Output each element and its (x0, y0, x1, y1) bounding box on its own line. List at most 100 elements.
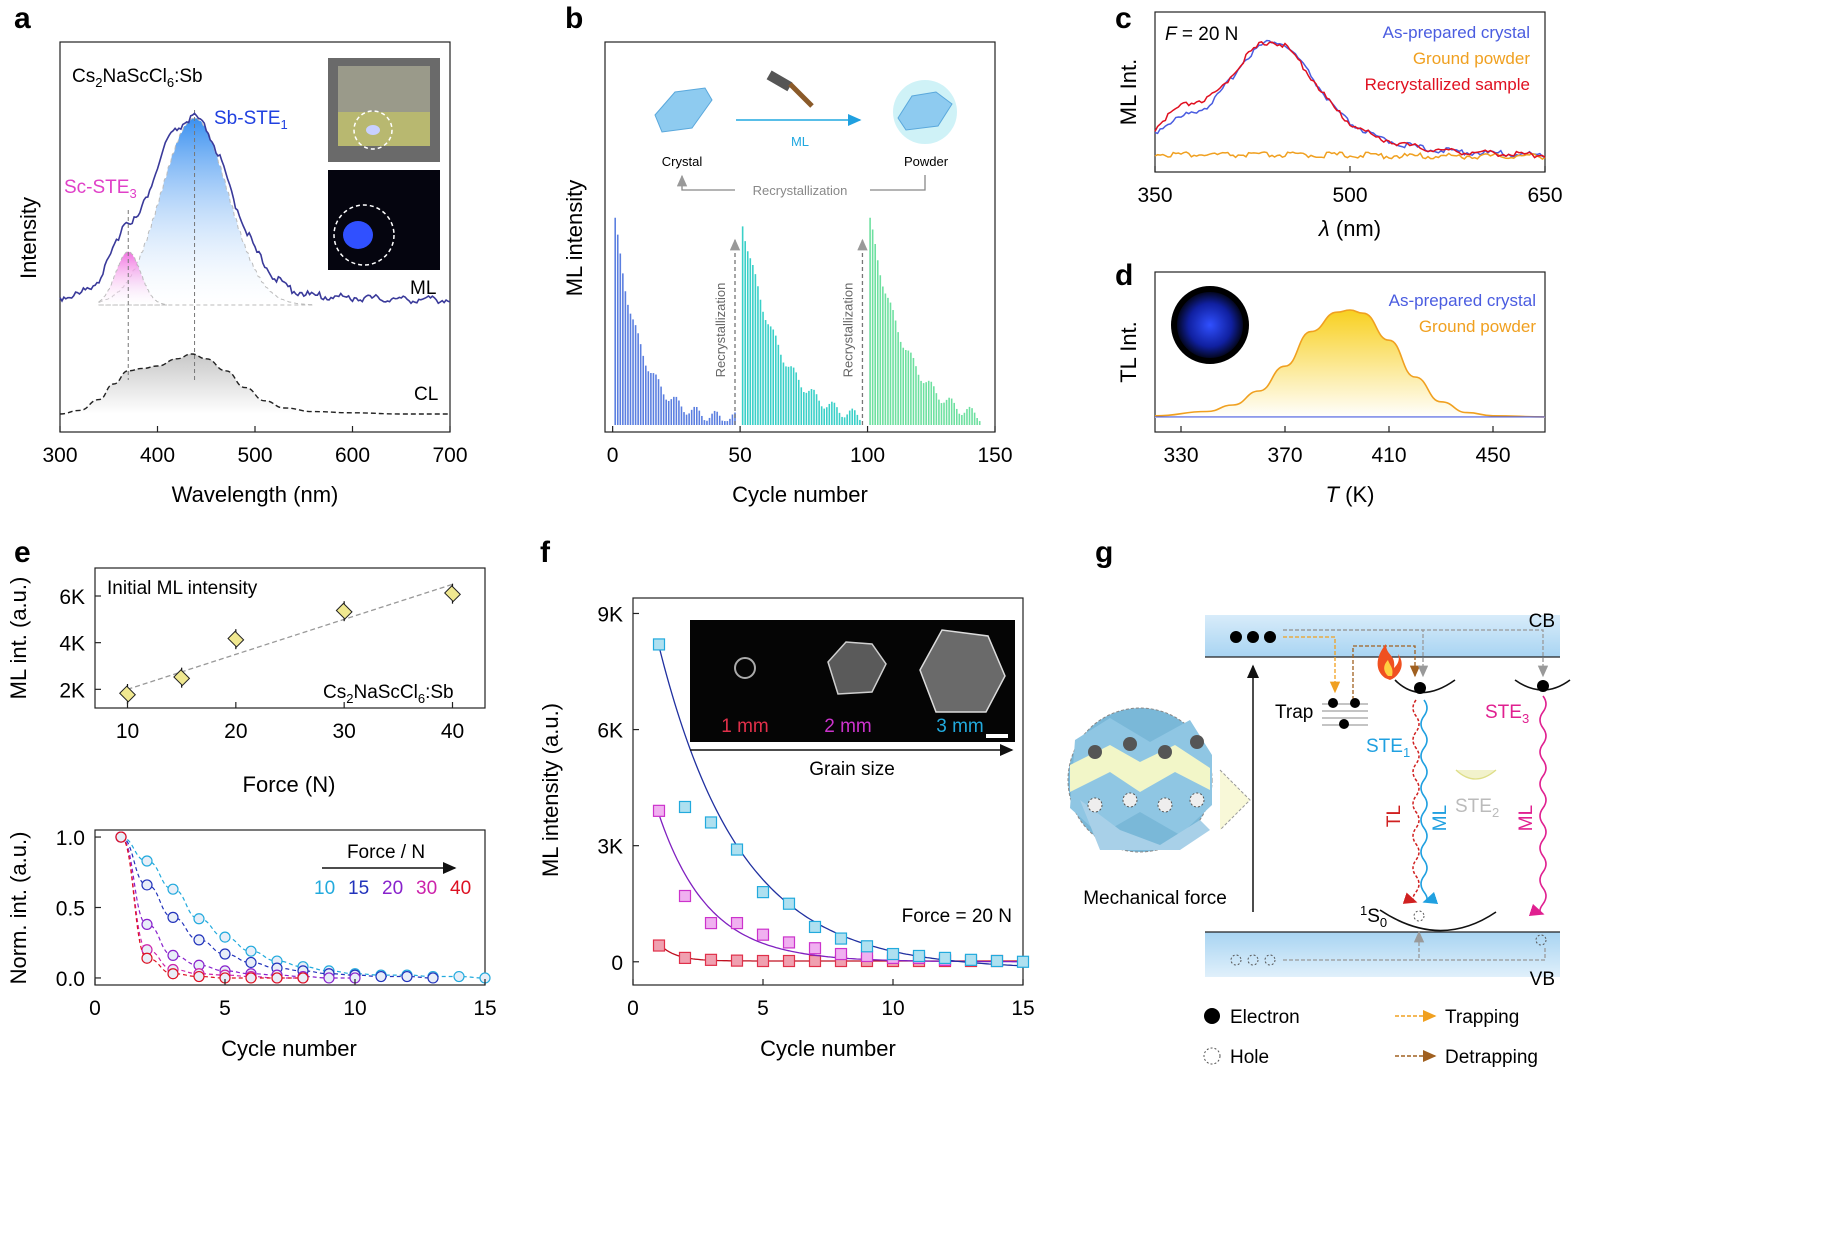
b-x-axis-label: Cycle number (732, 482, 868, 507)
e-bottom-y-axis-label: Norm. int. (a.u.) (6, 832, 31, 985)
g-hole-2 (1247, 954, 1259, 966)
e-bottom-tick-label-5: 5 (219, 997, 231, 1020)
b-recry-arrow-left (676, 174, 735, 191)
e-top-points: 10 20 30 40 2K 4K 6K (59, 583, 464, 743)
e-bottom-legend-20: 20 (382, 878, 403, 899)
g-vb-hole-4 (1535, 934, 1547, 946)
g-legend-hole: Hole (1230, 1047, 1269, 1068)
panel-label-c: c (1115, 2, 1132, 35)
e-bottom-legend-title: Force / N (347, 842, 425, 863)
e-bottom-legend-15: 15 (348, 878, 369, 899)
f-point-2-8 (834, 932, 848, 945)
f-point-1-3 (704, 916, 718, 930)
a-line-ml (59, 112, 451, 305)
e-top-compound: Cs2NaScCl6:Sb (323, 682, 454, 706)
a-fill-sc-ste3 (98, 251, 168, 306)
f-scale-bar (986, 734, 1008, 738)
f-point-1-4 (730, 916, 744, 930)
d-legend: As-prepared crystal Ground powder (1389, 291, 1537, 336)
a-tick-label-600: 600 (335, 444, 370, 467)
panel-label-e: e (14, 536, 31, 569)
g-s0-label: 1S0 (1360, 903, 1387, 930)
e-bottom-point-15-11 (375, 970, 387, 983)
e-bottom-point-10-2 (141, 855, 153, 867)
e-bottom-point-10-14 (453, 970, 465, 983)
f-tick-label-10: 10 (881, 997, 904, 1020)
f-point-1-2 (678, 889, 692, 903)
a-inset-glow-dot (366, 125, 380, 135)
c-x-ticks: 350 500 650 (1137, 166, 1563, 207)
panel-a: a 300 400 500 600 700 Cs2NaScCl6:Sb Sb-STE1 … (14, 2, 468, 507)
f-ytick-label-9K: 9K (597, 603, 623, 626)
plot-frame-f (632, 597, 1024, 986)
e-bottom-point-15-4 (193, 934, 205, 946)
e-bottom-point-10-4 (193, 913, 205, 925)
e-bottom-ytick-label-0.0: 0.0 (56, 968, 85, 991)
f-point-1-1 (652, 804, 666, 817)
plot-frame-d (1154, 271, 1546, 433)
e-bottom-tick-label-0: 0 (89, 997, 101, 1020)
f-point-2-9 (860, 940, 874, 953)
f-point-2-12 (938, 951, 952, 965)
g-ml1-transition (1420, 699, 1439, 905)
g-legend-electron-marker (1204, 1008, 1220, 1024)
e-bottom-point-40-3 (167, 968, 179, 980)
panel-d: d 330 370 410 450 As-prepared crystal Ground… (1115, 259, 1546, 507)
g-cb-label: CB (1529, 611, 1555, 632)
f-y-axis-label: ML intensity (a.u.) (538, 703, 563, 877)
c-force-label: F = 20 N (1165, 24, 1238, 45)
f-point-2-15 (1016, 955, 1030, 968)
b-scheme-crystal: Crystal (662, 154, 703, 169)
f-force-label: Force = 20 N (902, 906, 1012, 927)
e-bottom-point-10-5 (219, 931, 231, 943)
a-tick-label-300: 300 (42, 444, 77, 467)
c-tick-label-350: 350 (1137, 184, 1172, 207)
a-peak-fills (60, 110, 450, 414)
g-ml1-label: ML (1430, 805, 1451, 831)
f-inset-label-1mm: 1 mm (721, 716, 769, 737)
c-legend-0: As-prepared crystal (1383, 23, 1530, 42)
b-bars (614, 217, 981, 425)
e-bottom-point-40-8 (297, 972, 309, 984)
a-tick-label-700: 700 (432, 444, 467, 467)
f-point-0-2 (678, 951, 692, 965)
e-bottom-point-20-9 (323, 972, 335, 984)
b-y-axis-label: ML intensity (562, 180, 587, 297)
e-top-point-10 (119, 685, 136, 703)
c-line-1 (1154, 151, 1546, 161)
e-bottom-point-15-3 (167, 911, 179, 923)
e-top-ytick-label-4K: 4K (59, 633, 85, 656)
f-ytick-label-3K: 3K (597, 836, 623, 859)
panel-c: c 350 500 650 F = 20 N As-prepared crystal… (1115, 2, 1563, 241)
g-ml3-transition (1528, 695, 1547, 917)
f-point-0-7 (808, 954, 822, 968)
g-ml3-label: ML (1516, 805, 1537, 831)
a-peak-label-sb: Sb-STE1 (214, 108, 288, 132)
g-cb-to-ste3-path (1283, 629, 1549, 678)
g-electron-2 (1247, 631, 1259, 643)
a-inset-circle-2 (333, 204, 395, 266)
f-grain-2mm (827, 641, 887, 695)
d-legend-0: As-prepared crystal (1389, 291, 1536, 310)
c-tick-label-500: 500 (1332, 184, 1367, 207)
b-tick-label-100: 100 (850, 444, 885, 467)
a-y-axis-label: Intensity (16, 197, 41, 279)
f-x-axis-label: Cycle number (760, 1036, 896, 1061)
b-x-ticks: 0 50 100 150 (607, 426, 1013, 467)
f-inset-label-2mm: 2 mm (824, 716, 872, 737)
a-inset-circle-1 (353, 110, 393, 150)
f-point-2-7 (808, 920, 822, 934)
e-bottom-line-40 (120, 836, 303, 979)
f-point-1-8 (834, 947, 848, 961)
e-bottom-point-40-4 (193, 970, 205, 983)
g-s0-hole (1413, 910, 1425, 922)
panel-label-g: g (1095, 536, 1113, 569)
b-tick-label-0: 0 (607, 444, 619, 467)
f-point-1-5 (756, 928, 770, 941)
a-title: Cs2NaScCl6:Sb (72, 66, 203, 90)
g-ste1-electron (1414, 682, 1426, 694)
plot-frame-e-top (94, 567, 486, 709)
flame-icon (1377, 644, 1402, 680)
a-fill-cl (60, 354, 450, 414)
c-legend: As-prepared crystal Ground powder Recrysta… (1365, 23, 1531, 94)
